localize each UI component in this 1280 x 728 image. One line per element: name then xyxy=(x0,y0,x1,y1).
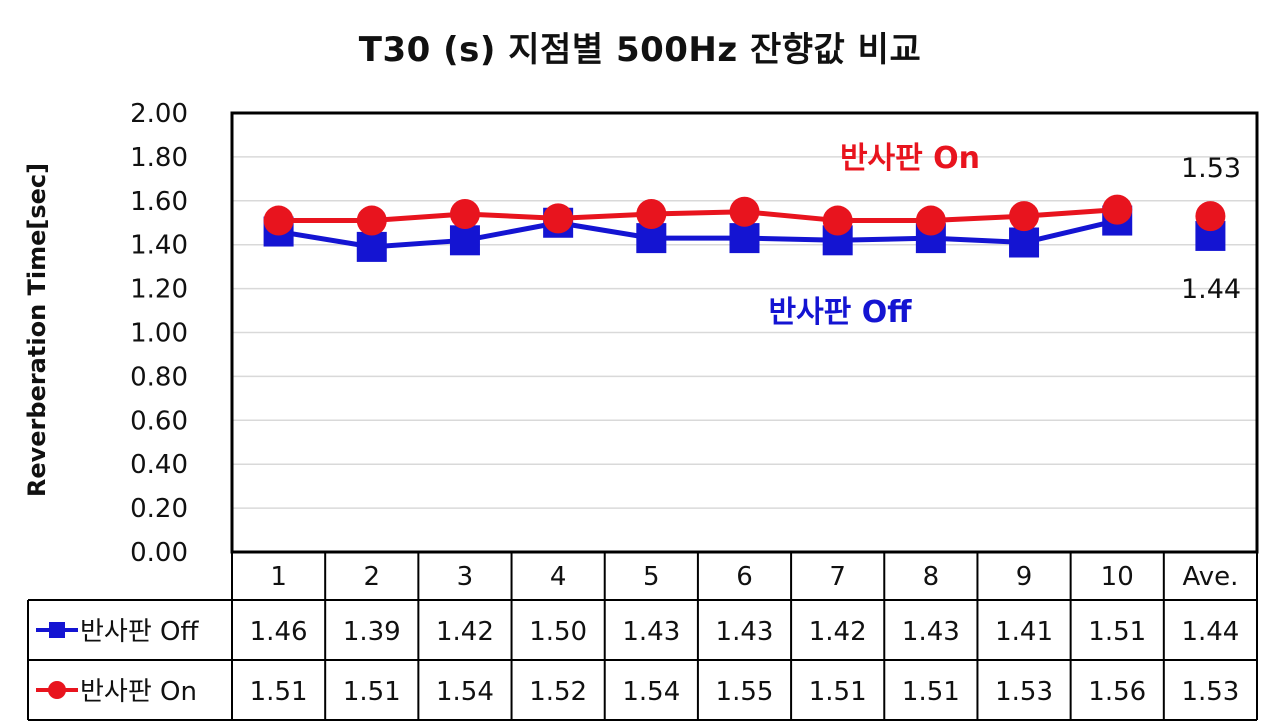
table-cell-value: 1.42 xyxy=(436,617,494,647)
table-cell-value: 1.54 xyxy=(436,677,494,707)
data-point-marker xyxy=(1195,201,1226,232)
series-layer xyxy=(263,194,1226,262)
data-point-marker xyxy=(636,198,667,229)
avg-label-on: 1.53 xyxy=(1181,153,1241,184)
legend-entry-label: 반사판 On xyxy=(80,677,197,707)
x-category-label: 7 xyxy=(829,562,846,592)
table-cell-value: 1.55 xyxy=(716,677,774,707)
table-cell-value: 1.51 xyxy=(343,677,401,707)
data-table: 1 2 3 4 5 6 7 8 9 10 Ave. 반사판 Off 1.46 1.39 1.42 1.50 1.… xyxy=(27,552,1258,721)
grid-lines xyxy=(232,156,1257,509)
table-cell-value: 1.53 xyxy=(995,677,1053,707)
avg-label-off: 1.44 xyxy=(1181,274,1241,305)
x-category-label: Ave. xyxy=(1182,562,1238,592)
x-category-label: 4 xyxy=(550,562,567,592)
series-line xyxy=(278,207,1118,224)
y-tick-label: 0.60 xyxy=(130,406,188,436)
table-cell-value: 1.53 xyxy=(1181,677,1239,707)
table-cell-value: 1.51 xyxy=(809,677,867,707)
y-tick-label: 0.00 xyxy=(130,538,188,568)
y-tick-label: 1.00 xyxy=(130,319,188,349)
annotation-off: 반사판 Off xyxy=(768,295,912,330)
x-category-label: 2 xyxy=(363,562,380,592)
legend-entry-label: 반사판 Off xyxy=(80,617,199,647)
y-tick-label: 0.80 xyxy=(130,362,188,392)
table-cell-value: 1.56 xyxy=(1088,677,1146,707)
data-point-marker xyxy=(915,205,946,236)
data-point-marker xyxy=(263,205,294,236)
table-cell-value: 1.50 xyxy=(529,617,587,647)
data-point-marker xyxy=(1009,201,1040,232)
table-cell-value: 1.54 xyxy=(622,677,680,707)
table-cell-value: 1.46 xyxy=(250,617,308,647)
x-category-label: 9 xyxy=(1016,562,1033,592)
data-point-marker xyxy=(449,225,480,256)
y-tick-label: 1.60 xyxy=(130,187,188,217)
table-cell-value: 1.51 xyxy=(250,677,308,707)
annotation-on: 반사판 On xyxy=(840,141,980,176)
legend-key-marker xyxy=(48,681,66,699)
series-line xyxy=(278,218,1118,250)
y-tick-labels: 0.00 0.20 0.40 0.60 0.80 1.00 1.20 1.40 1.60 1.80… xyxy=(130,99,188,568)
y-tick-label: 0.20 xyxy=(130,494,188,524)
data-point-marker xyxy=(1102,194,1133,225)
chart-title: T30 (s) 지점별 500Hz 잔향값 비교 xyxy=(358,30,922,70)
data-point-marker xyxy=(356,231,387,262)
y-tick-label: 1.40 xyxy=(130,231,188,261)
table-cell-value: 1.39 xyxy=(343,617,401,647)
data-point-marker xyxy=(729,196,760,227)
x-category-label: 8 xyxy=(923,562,940,592)
y-tick-label: 1.80 xyxy=(130,143,188,173)
table-cell-value: 1.41 xyxy=(995,617,1053,647)
x-category-label: 10 xyxy=(1101,562,1134,592)
data-point-marker xyxy=(729,223,760,254)
table-cell-value: 1.42 xyxy=(809,617,867,647)
data-point-marker xyxy=(1009,227,1040,258)
table-cell-value: 1.43 xyxy=(902,617,960,647)
x-category-label: 6 xyxy=(736,562,753,592)
table-cell-value: 1.52 xyxy=(529,677,587,707)
data-point-marker xyxy=(543,203,574,234)
table-cell-value: 1.51 xyxy=(1088,617,1146,647)
table-cell-value: 1.43 xyxy=(622,617,680,647)
x-category-label: 5 xyxy=(643,562,660,592)
legend-key-marker xyxy=(49,622,65,638)
y-tick-label: 2.00 xyxy=(130,99,188,129)
y-tick-label: 1.20 xyxy=(130,275,188,305)
table-cell-value: 1.44 xyxy=(1181,617,1239,647)
data-point-marker xyxy=(822,205,853,236)
y-tick-label: 0.40 xyxy=(130,450,188,480)
table-cell-value: 1.43 xyxy=(716,617,774,647)
table-cell-value: 1.51 xyxy=(902,677,960,707)
plot-area-border xyxy=(230,111,1259,554)
data-point-marker xyxy=(356,205,387,236)
data-point-marker xyxy=(449,198,480,229)
x-category-label: 3 xyxy=(457,562,474,592)
x-category-label: 1 xyxy=(270,562,287,592)
